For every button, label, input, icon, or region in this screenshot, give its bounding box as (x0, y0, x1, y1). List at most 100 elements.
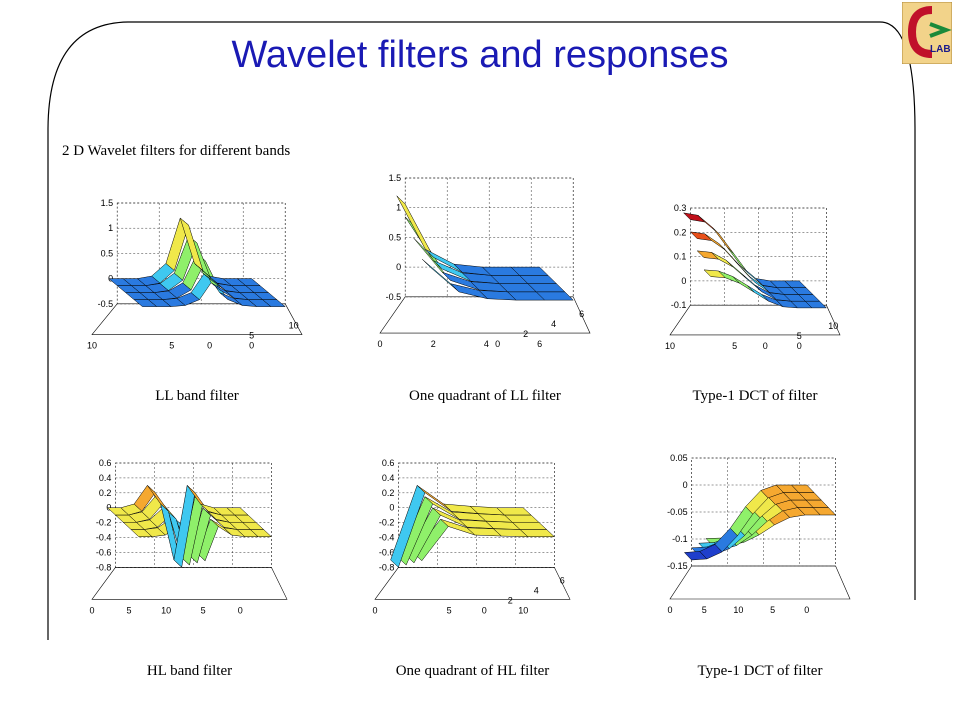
z-tick-label: -0.1 (671, 300, 687, 310)
y-tick-label: 0 (207, 341, 212, 351)
z-tick-label: -0.5 (98, 299, 114, 309)
z-tick-label: -0.5 (386, 292, 402, 302)
x-tick-label: 0 (89, 605, 94, 615)
z-tick-label: -0.4 (96, 533, 112, 543)
x-tick-label: 5 (732, 341, 737, 351)
floor-plane (379, 296, 591, 334)
z-tick-label: 0 (683, 480, 688, 490)
plot-caption: LL band filter (155, 388, 239, 404)
surface-plot-svg: 0.05 0 -0.05 -0.1 -0.15 0 5 10 5 0 (667, 453, 851, 615)
y-tick-label: 2 (508, 595, 513, 605)
logo-text: LAB (930, 44, 951, 55)
z-tick-label: -0.8 (379, 562, 395, 572)
z-tick-label: -0.2 (96, 518, 112, 528)
x-tick-label: 0 (372, 605, 377, 615)
y-tick-label: 10 (828, 321, 838, 331)
x-tick-label: 5 (447, 605, 452, 615)
surface-patch (226, 507, 249, 516)
surface-patch (712, 227, 734, 254)
y-tick-label: 5 (797, 331, 802, 341)
y-tick-label: 4 (534, 585, 539, 595)
x-tick-label: 10 (665, 341, 675, 351)
z-tick-label: 0.5 (389, 232, 402, 242)
surface-patch (790, 484, 815, 493)
plot-caption: One quadrant of LL filter (409, 388, 561, 404)
floor-plane (669, 565, 851, 600)
floor-plane (374, 567, 571, 600)
x-tick-label: 5 (702, 605, 707, 615)
x-tick-label: 5 (169, 341, 174, 351)
z-tick-label: 0.6 (99, 458, 112, 468)
z-tick-label: -0.2 (379, 518, 395, 528)
floor-plane (91, 303, 303, 335)
x-tick-label: 2 (431, 339, 436, 349)
x-tick-label: 0 (797, 341, 802, 351)
z-tick-label: 1.5 (389, 173, 402, 183)
x-tick-label: 5 (770, 605, 775, 615)
slide-title: Wavelet filters and responses (231, 34, 729, 76)
z-tick-label: -0.4 (379, 533, 395, 543)
z-tick-label: 0.4 (382, 473, 395, 483)
z-tick-label: 0.1 (674, 252, 687, 262)
plot-caption: One quadrant of HL filter (395, 663, 550, 679)
z-tick-label: 0.4 (99, 473, 112, 483)
figure-heading: 2 D Wavelet filters for different bands (62, 143, 291, 159)
x-tick-label: 4 (484, 339, 489, 349)
x-tick-label: 0 (238, 605, 243, 615)
y-tick-label: 2 (523, 329, 528, 339)
x-tick-label: 6 (537, 339, 542, 349)
z-tick-label: -0.6 (379, 547, 395, 557)
plot-caption: Type-1 DCT of filter (692, 388, 818, 404)
floor-plane (91, 567, 288, 600)
z-tick-label: 0.6 (382, 458, 395, 468)
z-tick-label: 1.5 (101, 198, 114, 208)
z-tick-label: -0.8 (96, 562, 112, 572)
surface-patch (396, 195, 434, 258)
surface-patch (682, 212, 706, 223)
surface-plot-6: 0.05 0 -0.05 -0.1 -0.15 0 5 10 5 0 (640, 450, 880, 650)
surface-patch (236, 278, 261, 286)
surface-patch (510, 266, 549, 276)
z-tick-label: 0.05 (670, 453, 688, 463)
x-tick-label: 0 (667, 605, 672, 615)
plot-caption: Type-1 DCT of filter (697, 663, 823, 679)
x-tick-label: 10 (518, 605, 528, 615)
x-tick-label: 10 (87, 341, 97, 351)
x-tick-label: 10 (733, 605, 743, 615)
y-tick-label: 0 (495, 339, 500, 349)
z-tick-label: 0.2 (674, 227, 687, 237)
surface-patch (784, 280, 807, 288)
lab-logo-icon: LAB (902, 2, 952, 64)
z-tick-label: 0.2 (382, 488, 395, 498)
y-tick-label: 5 (249, 331, 254, 341)
y-tick-label: 6 (560, 575, 565, 585)
surface-plot-2: 1.5 1 0.5 0 -0.5 0 2 4 6 0 2 4 6 (350, 170, 620, 385)
x-tick-label: 5 (127, 605, 132, 615)
z-tick-label: 0 (389, 503, 394, 513)
floor-plane (669, 304, 841, 336)
y-tick-label: 0 (763, 341, 768, 351)
x-tick-label: 0 (377, 339, 382, 349)
y-tick-label: 10 (289, 321, 299, 331)
surface-patch (496, 507, 532, 516)
x-tick-label: 5 (201, 605, 206, 615)
surface-plot-5: 0.6 0.4 0.2 0 -0.2 -0.4 -0.6 -0.8 0 5 10 0 2 4 6 (345, 455, 600, 650)
z-tick-label: 0 (396, 262, 401, 272)
z-tick-label: 0.3 (674, 203, 687, 213)
z-tick-label: 1 (396, 203, 401, 213)
z-tick-label: 0.2 (99, 488, 112, 498)
y-tick-label: 4 (551, 319, 556, 329)
z-tick-label: -0.1 (672, 534, 688, 544)
x-tick-label: 0 (249, 341, 254, 351)
y-tick-label: 6 (579, 309, 584, 319)
z-tick-label: -0.15 (667, 561, 688, 571)
surface-plot-3: 0.3 0.2 0.1 0 -0.1 10 5 0 0 5 10 (640, 200, 870, 385)
z-tick-label: 0.5 (101, 248, 114, 258)
z-tick-label: 0 (681, 276, 686, 286)
z-tick-label: -0.6 (96, 547, 112, 557)
surface-patch (732, 276, 755, 293)
